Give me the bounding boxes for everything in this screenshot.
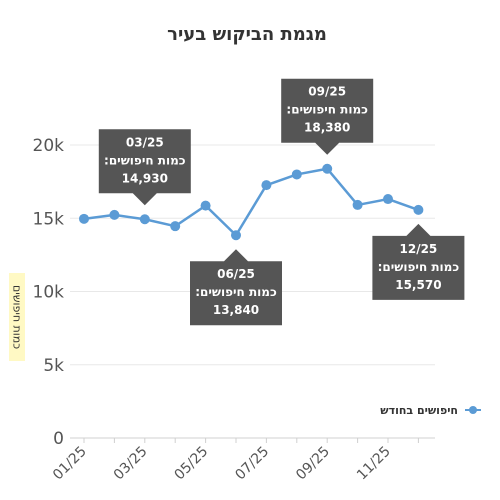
data-point[interactable] [109,209,120,220]
data-point[interactable] [383,194,393,205]
data-point[interactable] [170,221,181,232]
y-axis-label-text: כמות חיפושים [11,285,24,349]
callout-value: 14,930 [122,171,168,185]
y-tick-label: 20k [33,136,65,156]
callout-box [98,129,191,206]
legend-dot-icon [469,406,477,414]
data-point[interactable] [139,214,150,225]
x-tick-label: 03/25 [111,444,151,484]
callout: 09/25 כמות חיפושים: 18,380 [281,78,374,155]
callout-month: 12/25 [400,242,438,256]
callout-month: 09/25 [308,85,346,99]
y-tick-label: 5k [43,356,64,376]
y-axis-label: כמות חיפושים [9,273,25,361]
callout-month: 06/25 [217,267,255,281]
data-point[interactable] [352,199,363,210]
y-axis-label-background [9,273,25,361]
data-point[interactable] [413,204,424,215]
x-tick-label: 09/25 [293,444,333,484]
data-point[interactable] [231,230,241,241]
y-axis-ticks: 0 5k 10k 15k 20k [33,136,65,449]
data-point[interactable] [79,213,89,224]
callout: 06/25 כמות חיפושים: 13,840 [190,249,282,326]
legend-label: חיפושים בחודש [380,404,458,417]
callout-value: 13,840 [213,303,259,317]
data-point[interactable] [291,169,302,180]
callout-month: 03/25 [126,135,164,149]
callout-label: כמות חיפושים: [378,260,460,274]
x-tick-label: 07/25 [232,444,272,484]
callout-box [281,78,374,155]
y-tick-label: 0 [53,429,64,449]
x-tick-label: 11/25 [354,444,394,484]
callout-label: כמות חיפושים: [104,153,186,167]
series-layer [79,163,424,241]
callout-value: 18,380 [304,121,350,135]
x-axis-ticks: 01/25 03/25 05/25 07/25 09/25 11/25 [50,438,419,484]
callout-box [190,249,282,326]
callout: 03/25 כמות חיפושים: 14,930 [98,129,191,206]
callout-label: כמות חיפושים: [195,285,277,299]
legend[interactable]: חיפושים בחודש [380,404,481,417]
callouts: 03/25 כמות חיפושים: 14,930 06/25 כמות חיפושי… [98,78,465,326]
callout: 12/25 כמות חיפושים: 15,570 [372,223,465,300]
callout-box [372,223,465,300]
chart-title: מגמת הביקוש בעיר [167,24,327,45]
y-tick-label: 15k [33,209,65,229]
y-tick-label: 10k [33,283,65,303]
callout-value: 15,570 [395,278,441,292]
callout-label: כמות חיפושים: [286,103,368,117]
data-point[interactable] [322,163,333,174]
x-tick-label: 01/25 [50,444,90,484]
x-tick-label: 05/25 [172,444,212,484]
series-line [83,167,419,237]
data-point[interactable] [261,180,272,191]
data-point[interactable] [200,200,211,211]
